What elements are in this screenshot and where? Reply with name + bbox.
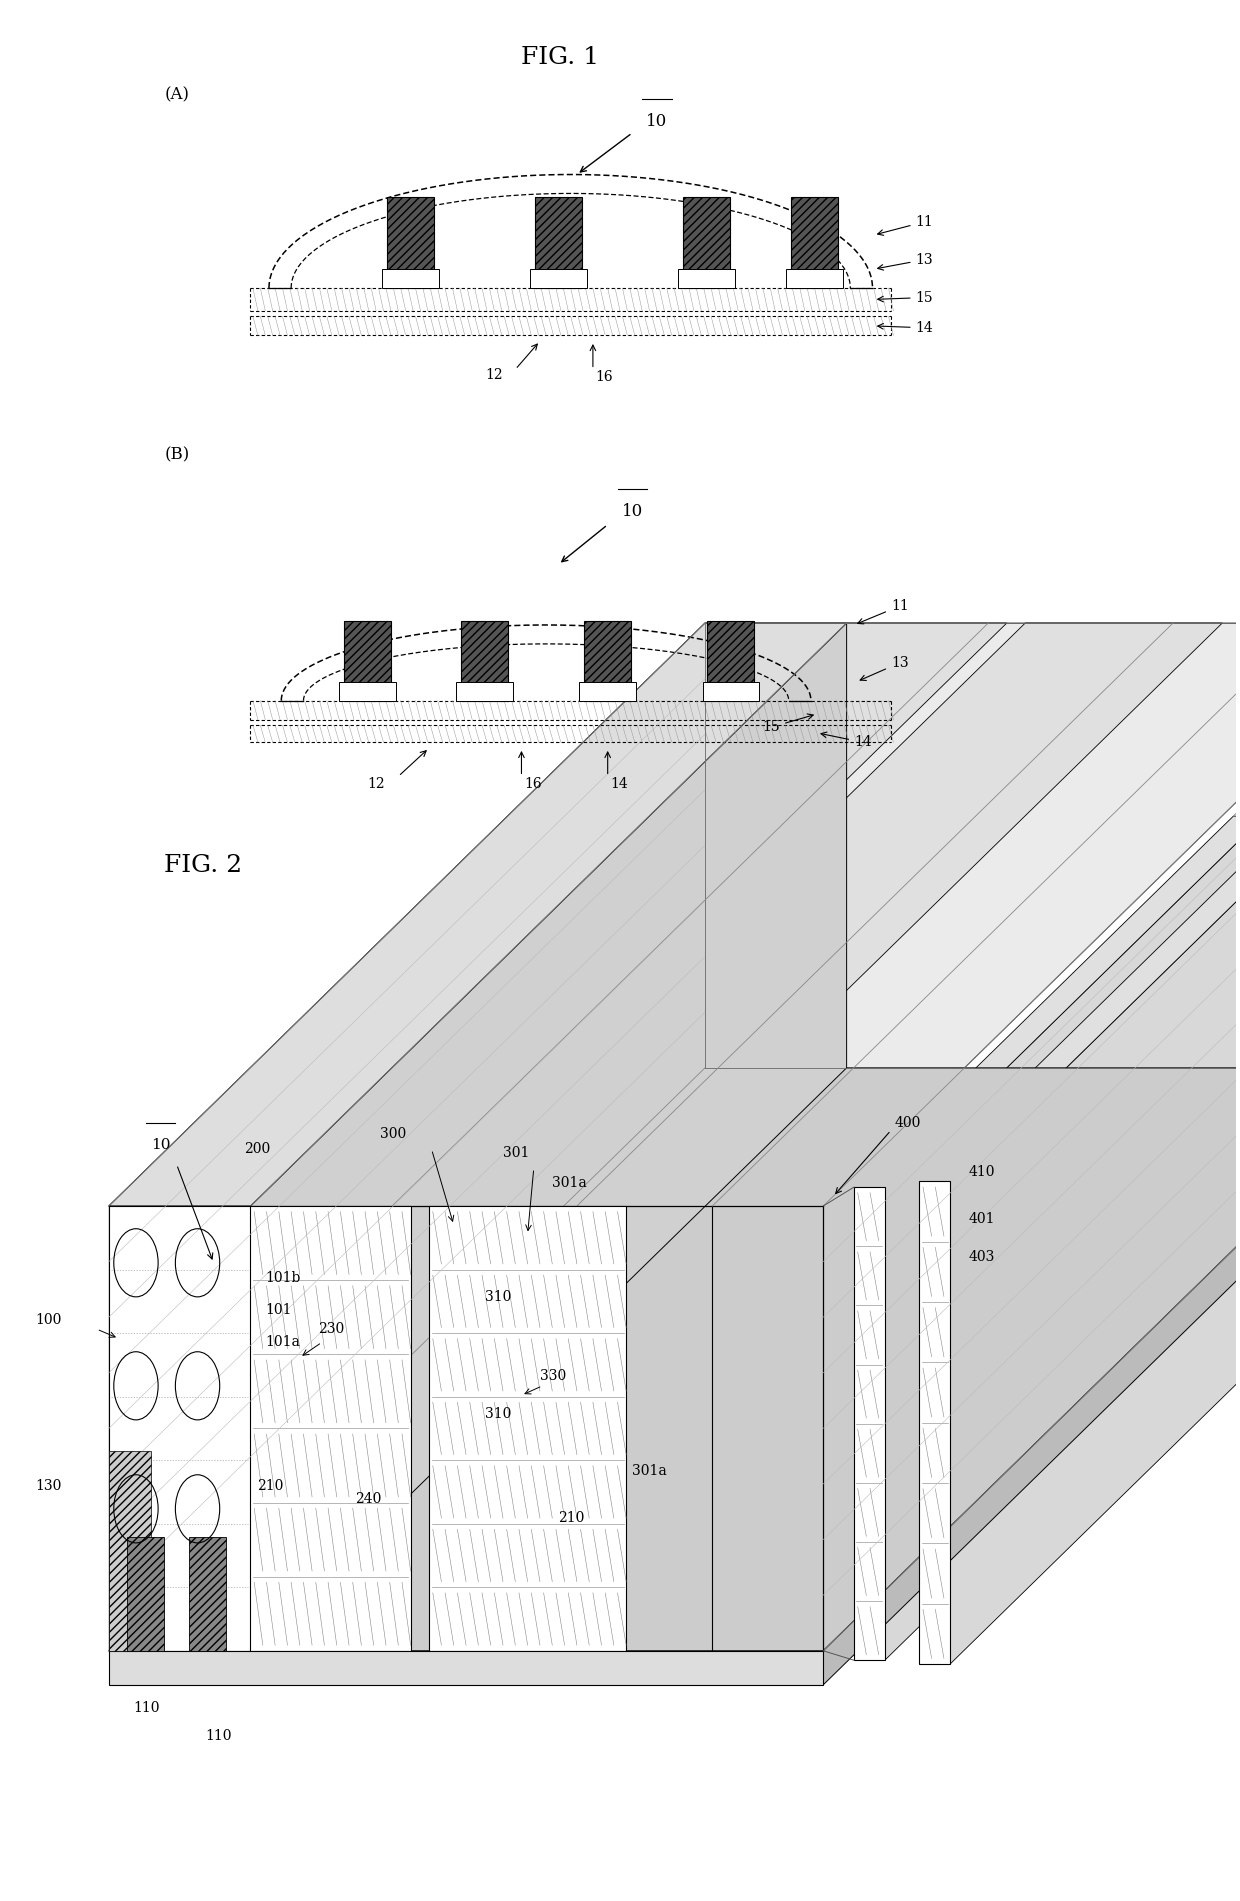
Text: 300: 300	[379, 1127, 405, 1141]
Bar	[109, 1450, 151, 1650]
Text: 12: 12	[367, 778, 384, 791]
Text: 12: 12	[486, 369, 503, 382]
Text: 10: 10	[151, 1139, 170, 1152]
Text: 400: 400	[895, 1116, 921, 1129]
Bar	[109, 1650, 823, 1684]
Text: FIG. 2: FIG. 2	[164, 854, 242, 876]
Polygon shape	[250, 624, 847, 1650]
Bar	[678, 270, 734, 289]
Text: 301a: 301a	[552, 1177, 587, 1190]
Text: 11: 11	[878, 215, 934, 236]
Text: 310: 310	[485, 1407, 511, 1422]
Polygon shape	[250, 624, 1007, 1205]
Text: 330: 330	[539, 1369, 567, 1384]
Polygon shape	[109, 1068, 1240, 1650]
Text: 10: 10	[646, 112, 667, 129]
Text: 11: 11	[858, 599, 909, 624]
Text: 13: 13	[861, 656, 909, 681]
Text: 210: 210	[257, 1479, 283, 1492]
Text: 101b: 101b	[265, 1272, 300, 1285]
Bar	[188, 1538, 226, 1650]
Text: 16: 16	[595, 371, 613, 384]
Bar	[584, 622, 631, 701]
Bar	[703, 682, 759, 701]
Polygon shape	[429, 624, 1223, 1205]
Bar	[683, 198, 729, 289]
Bar	[429, 1205, 626, 1650]
Polygon shape	[885, 816, 1240, 1660]
Bar	[456, 682, 513, 701]
Bar	[854, 1186, 885, 1660]
Text: 14: 14	[610, 778, 627, 791]
Polygon shape	[919, 863, 1240, 1181]
Text: 301a: 301a	[632, 1464, 667, 1477]
Text: 230: 230	[319, 1321, 345, 1336]
Text: 410: 410	[968, 1165, 994, 1179]
Bar	[382, 270, 439, 289]
Text: 13: 13	[878, 253, 934, 270]
Text: 110: 110	[134, 1701, 160, 1715]
Text: 200: 200	[244, 1143, 270, 1156]
Bar	[919, 1181, 950, 1663]
Polygon shape	[854, 816, 1240, 1186]
Text: FIG. 1: FIG. 1	[522, 46, 599, 68]
Text: 14: 14	[821, 732, 872, 749]
Bar	[461, 622, 508, 701]
Bar	[791, 198, 838, 289]
Text: 15: 15	[878, 291, 934, 304]
Bar	[534, 198, 582, 289]
Bar	[579, 682, 636, 701]
Text: 240: 240	[355, 1492, 382, 1506]
Bar	[340, 682, 396, 701]
Text: 101a: 101a	[265, 1335, 300, 1350]
Polygon shape	[823, 1068, 1240, 1684]
Text: 16: 16	[525, 778, 542, 791]
Text: 210: 210	[558, 1511, 585, 1525]
Text: 15: 15	[763, 715, 813, 734]
Text: 403: 403	[968, 1251, 994, 1264]
Text: 101: 101	[265, 1302, 291, 1317]
Text: 14: 14	[878, 321, 934, 335]
Text: 301: 301	[503, 1146, 529, 1160]
Bar	[109, 1205, 250, 1650]
Text: (A): (A)	[164, 87, 190, 103]
Bar	[345, 622, 391, 701]
Bar	[387, 198, 434, 289]
Text: 10: 10	[621, 504, 644, 519]
Text: 100: 100	[35, 1312, 61, 1327]
Text: 130: 130	[35, 1479, 61, 1492]
Text: 401: 401	[968, 1213, 994, 1226]
Bar	[250, 1205, 410, 1650]
Bar	[786, 270, 843, 289]
Polygon shape	[109, 624, 847, 1205]
Bar	[529, 270, 587, 289]
Text: 110: 110	[205, 1728, 232, 1743]
Polygon shape	[950, 863, 1240, 1663]
Bar	[708, 622, 754, 701]
Text: (B): (B)	[164, 447, 190, 464]
Text: 310: 310	[485, 1291, 511, 1304]
Bar	[128, 1538, 164, 1650]
Polygon shape	[109, 624, 1240, 1205]
